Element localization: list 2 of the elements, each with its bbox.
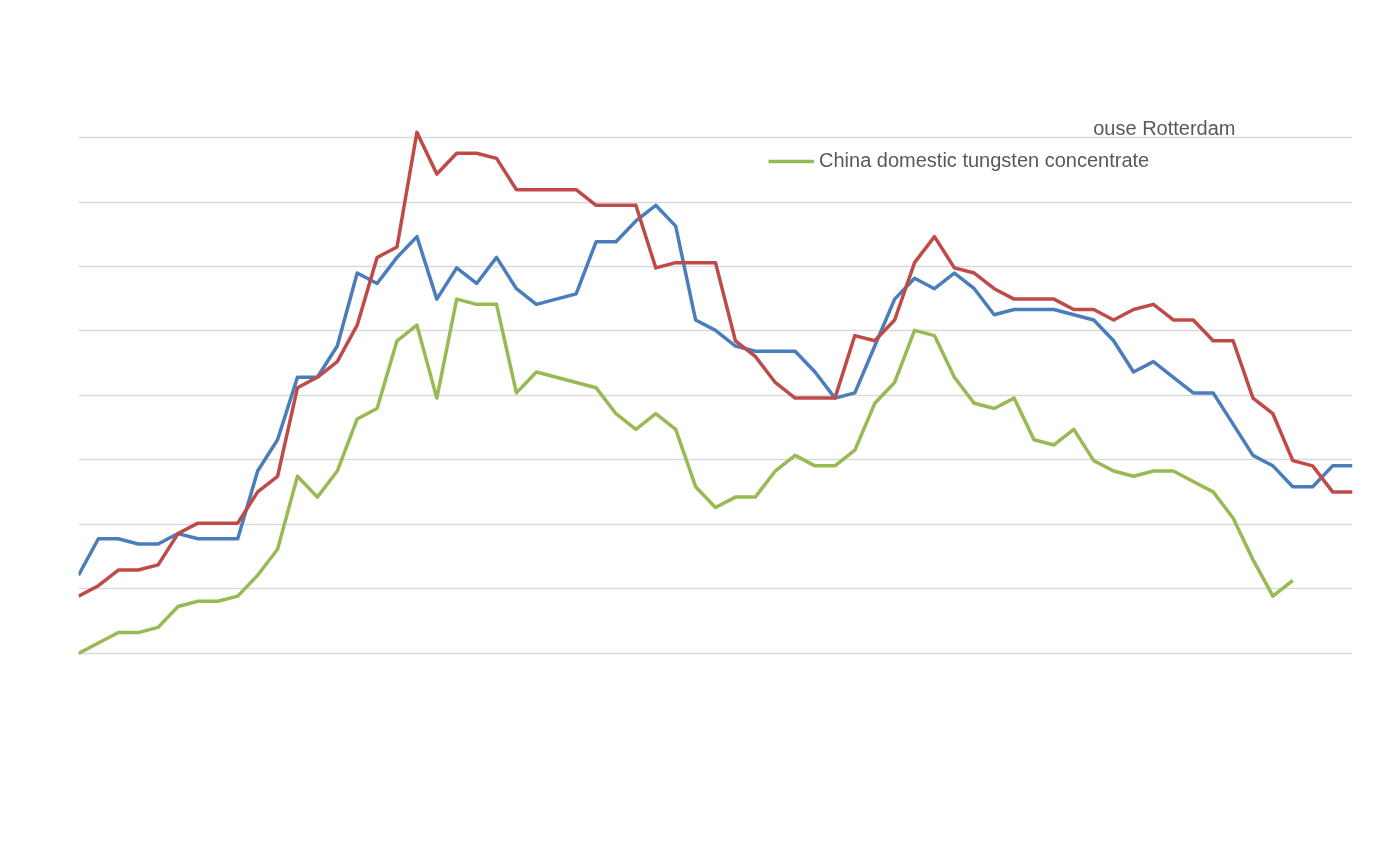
legend-label: China domestic tungsten concentrate — [819, 149, 1150, 172]
annotation: ouse Rotterdam — [1093, 116, 1236, 139]
